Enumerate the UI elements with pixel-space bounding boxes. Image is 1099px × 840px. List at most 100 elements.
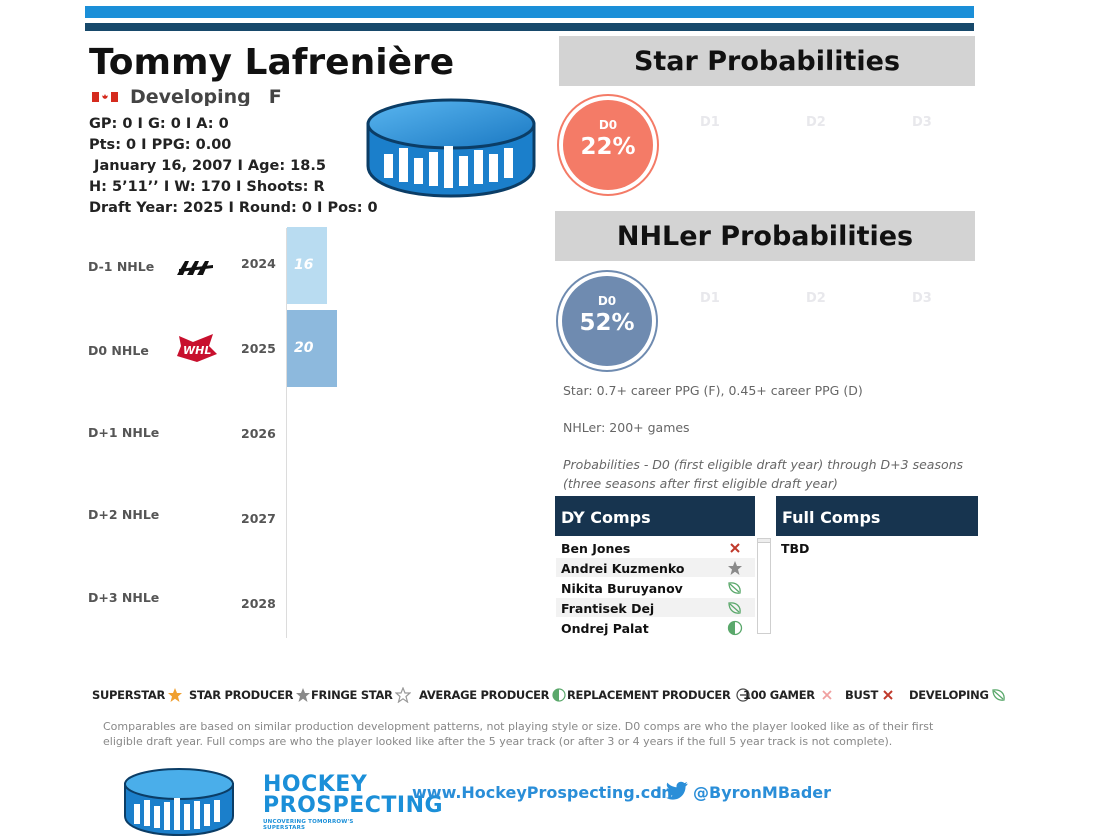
hockey-prospecting-logo: HOCKEY PROSPECTING UNCOVERING TOMORROW'S… [263,774,444,832]
nhler-d3-label: D3 [912,291,932,306]
stats-games-goals-assists: GP: 0 I G: 0 I A: 0 [89,116,229,132]
probabilities-definition-line2: (three seasons after first eligible draf… [563,476,838,491]
footer-separator: I [656,783,662,802]
full-comps-header: Full Comps [776,496,978,536]
dy-comp-name: Ben Jones [561,541,631,556]
nhle-row-label: D-1 NHLe [88,259,155,274]
legend-label: REPLACEMENT PRODUCER [567,688,731,702]
legend-star-producer: STAR PRODUCER [189,687,311,703]
legend-label: BUST [845,688,879,702]
dy-comp-row[interactable]: Andrei Kuzmenko [556,558,755,577]
star-producer-icon [296,688,311,702]
twitter-bird-icon[interactable] [665,781,689,801]
stats-height-weight-shoots: H: 5’11’’ I W: 170 I Shoots: R [89,179,325,195]
nhle-row-year: 2026 [241,426,276,441]
developing-leaf-icon [728,602,741,614]
legend-label: STAR PRODUCER [189,688,294,702]
developing-leaf-icon [991,689,1005,701]
nhle-bar-value: 16 [294,257,314,273]
bust-x-icon [730,543,740,553]
nhle-row-year: 2025 [241,341,276,356]
star-d0-label: D0 [598,118,618,132]
brand-tagline: UNCOVERING TOMORROW'S SUPERSTARS [263,819,354,831]
legend-label: FRINGE STAR [311,688,393,702]
dy-comp-name: Ondrej Palat [561,621,649,636]
star-definition: Star: 0.7+ career PPG (F), 0.45+ career … [563,383,863,398]
average-producer-icon [727,620,743,636]
nhler-d0-value: 52% [579,310,635,336]
average-producer-icon [552,688,566,702]
legend-label: DEVELOPING [909,688,989,702]
fringe-star-icon [394,687,411,703]
nhle-row-year: 2024 [241,256,276,271]
player-position: F [268,86,282,106]
star-d1-label: D1 [700,115,720,130]
header-bar-bottom [85,23,974,31]
legend-label: SUPERSTAR [92,688,166,702]
comps-scrollbar[interactable] [757,538,771,634]
legend-100-gamer: 100 GAMER [743,687,835,703]
comparables-footnote: Comparables are based on similar product… [103,720,934,748]
nhler-d0-circle: D0 52% [556,270,658,372]
star-producer-icon [728,561,742,575]
hockey-puck-logo-icon [366,98,536,198]
brand-line2: PROSPECTING [263,793,444,818]
dy-comp-row[interactable]: Nikita Buruyanov [556,578,755,597]
player-status-row: Developing F [130,86,282,106]
nhler-probabilities-header: NHLer Probabilities [555,211,975,261]
dy-comps-header: DY Comps [555,496,755,536]
dy-comp-name: Nikita Buruyanov [561,581,683,596]
whl-league-logo-icon: WHL [177,334,217,362]
nhle-bar-d0: 20 [287,310,337,387]
stats-points-ppg: Pts: 0 I PPG: 0.00 [89,137,232,153]
legend-fringe-star: FRINGE STAR [311,687,411,703]
replacement-producer-icon [735,688,750,702]
legend-bust: BUST [845,687,896,703]
nhle-row-label: D0 NHLe [88,343,149,358]
full-comp-name: TBD [781,541,810,556]
nhler-d2-label: D2 [806,291,826,306]
twitter-handle[interactable]: @ByronMBader [693,783,832,802]
stats-birthdate-age: January 16, 2007 I Age: 18.5 [89,158,326,174]
nhle-bar-value: 20 [294,340,314,356]
nhler-d1-label: D1 [700,291,720,306]
dy-comp-row[interactable]: Frantisek Dej [556,598,755,617]
star-probabilities-header: Star Probabilities [559,36,975,86]
nhler-d0-label: D0 [597,294,617,308]
legend-label: 100 GAMER [743,688,815,702]
star-d3-label: D3 [912,115,932,130]
legend-average-producer: AVERAGE PRODUCER [419,687,567,703]
dy-comp-name: Andrei Kuzmenko [561,561,685,576]
star-d2-label: D2 [806,115,826,130]
hundred-gamer-icon [822,690,832,700]
canada-flag-icon [92,92,118,102]
dy-comp-row[interactable]: Ondrej Palat [556,618,755,637]
nhle-row-year: 2028 [241,596,276,611]
nhle-bar-d-1: 16 [287,227,327,304]
nhle-axis-line [286,228,287,638]
legend-replacement-producer: REPLACEMENT PRODUCER [567,687,751,703]
legend-label: AVERAGE PRODUCER [419,688,550,702]
header-bar-top [85,6,974,18]
aaa-league-logo-icon [177,261,213,275]
dy-comp-name: Frantisek Dej [561,601,655,616]
website-link[interactable]: www.HockeyProspecting.com [412,783,678,802]
player-name: Tommy Lafrenière [89,42,455,83]
superstar-icon [168,688,183,702]
nhler-definition: NHLer: 200+ games [563,420,690,435]
probabilities-definition-line1: Probabilities - D0 (first eligible draft… [563,457,964,472]
star-d0-circle: D0 22% [557,94,659,196]
nhle-row-label: D+2 NHLe [88,507,160,522]
legend-superstar: SUPERSTAR [92,687,183,703]
svg-text:WHL: WHL [183,344,211,357]
bust-x-icon [883,690,893,700]
player-status: Developing [130,86,251,106]
nhler-d0-circle-fill: D0 52% [562,276,652,366]
hockey-puck-footer-logo-icon [124,768,234,836]
legend-developing: DEVELOPING [909,687,1007,703]
star-d0-value: 22% [580,134,636,160]
scrollbar-thumb[interactable] [758,539,770,543]
dy-comp-row[interactable]: Ben Jones [556,538,755,557]
nhle-row-label: D+3 NHLe [88,590,160,605]
nhle-row-label: D+1 NHLe [88,425,160,440]
